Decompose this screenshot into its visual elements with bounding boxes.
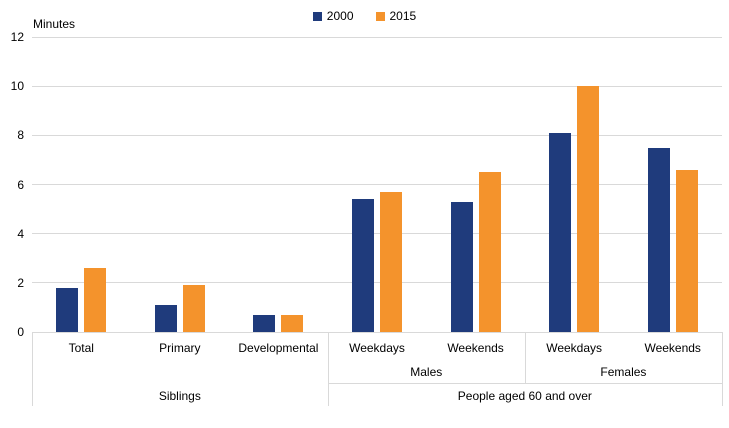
axis-divider-line (722, 332, 723, 406)
gridline (32, 282, 722, 284)
bar-2015 (281, 314, 304, 332)
legend-item: 2015 (375, 9, 417, 23)
gridline (32, 331, 722, 333)
y-axis-title: Minutes (33, 17, 76, 31)
category-label: Weekdays (349, 341, 405, 355)
y-tick-label: 12 (10, 30, 24, 44)
bar-2000 (56, 287, 79, 332)
axis-divider-line (32, 332, 33, 406)
bar-2015 (675, 169, 698, 332)
category-label: Weekends (644, 341, 701, 355)
gridline (32, 134, 722, 136)
bar-2015 (84, 268, 107, 332)
legend-swatch (312, 11, 322, 21)
gridline (32, 233, 722, 235)
axis-divider-line (524, 332, 526, 383)
bar-2000 (549, 132, 572, 332)
category-label: Weekdays (546, 341, 603, 355)
bar-2000 (352, 199, 374, 332)
y-tick-label: 2 (17, 275, 24, 290)
y-tick-label: 10 (10, 79, 24, 94)
bar-2000 (450, 201, 473, 332)
gridline (32, 85, 722, 87)
bar-2015 (380, 191, 402, 332)
axis-divider-line (327, 332, 329, 406)
bar-2015 (182, 285, 205, 332)
category-label: Primary (159, 341, 201, 355)
gridline (32, 36, 722, 38)
category-label: Developmental (238, 341, 319, 355)
bar-2000 (647, 147, 670, 332)
bar-2015 (577, 86, 600, 332)
category-label: Weekends (447, 341, 504, 355)
legend-label: 2015 (389, 9, 417, 23)
y-tick-label: 6 (17, 177, 24, 192)
y-tick-label: 8 (17, 128, 24, 143)
y-tick-label: 4 (17, 226, 24, 241)
subgroup-label: Females (600, 365, 647, 379)
y-tick-label: 0 (17, 325, 24, 339)
legend-swatch (375, 11, 385, 21)
axis-divider-line (327, 383, 722, 384)
category-label: Total (68, 341, 94, 355)
bar-2015 (478, 172, 501, 332)
legend-label: 2000 (326, 9, 354, 23)
bar-2000 (154, 304, 177, 332)
legend: 2000 2015 (0, 9, 729, 23)
group-label: Siblings (158, 389, 201, 403)
subgroup-label: Males (410, 365, 443, 379)
bar-2000 (253, 314, 276, 332)
gridline (32, 184, 722, 185)
group-label: People aged 60 and over (457, 389, 592, 403)
legend-item: 2000 (312, 9, 354, 23)
